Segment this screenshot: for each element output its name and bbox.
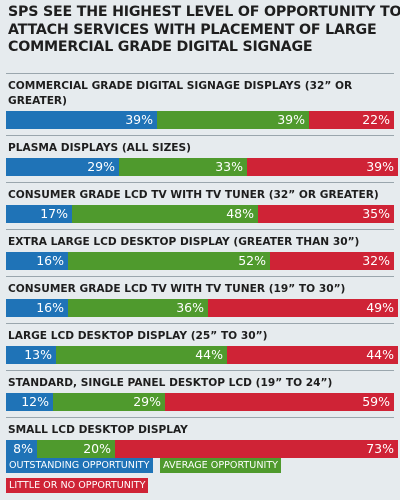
row-divider <box>6 323 394 324</box>
data-label: 39% <box>366 159 394 174</box>
data-label: 59% <box>362 394 390 409</box>
bar-segment <box>68 299 208 317</box>
bar-segment <box>6 393 53 411</box>
stacked-bar: 39% 39% 22% <box>6 111 394 129</box>
chart-title-line: SPS SEE THE HIGHEST LEVEL OF OPPORTUNITY… <box>8 4 400 20</box>
stacked-bar: 16% 36% 49% <box>6 299 398 317</box>
row-label: CONSUMER GRADE LCD TV WITH TV TUNER (19”… <box>8 282 345 297</box>
bar-segment <box>208 299 398 317</box>
row-label-line: EXTRA LARGE LCD DESKTOP DISPLAY (GREATER… <box>8 236 360 248</box>
data-label: 29% <box>133 394 161 409</box>
data-label: 33% <box>215 159 243 174</box>
data-label: 17% <box>40 206 68 221</box>
bar-segment <box>37 440 115 458</box>
bar-segment <box>6 205 72 223</box>
data-label: 52% <box>238 253 266 268</box>
bar-segment <box>56 346 227 364</box>
data-label: 29% <box>87 159 115 174</box>
row-divider <box>6 370 394 371</box>
data-label: 73% <box>366 441 394 456</box>
bar-segment <box>68 252 270 270</box>
row-label: SMALL LCD DESKTOP DISPLAY <box>8 423 188 438</box>
data-label: 44% <box>366 347 394 362</box>
data-label: 20% <box>83 441 111 456</box>
chart-title: SPS SEE THE HIGHEST LEVEL OF OPPORTUNITY… <box>8 4 400 57</box>
row-label-line: CONSUMER GRADE LCD TV WITH TV TUNER (19”… <box>8 283 346 295</box>
bar-segment <box>6 252 68 270</box>
row-label-line: CONSUMER GRADE LCD TV WITH TV TUNER (32”… <box>8 189 379 201</box>
stacked-bar: 12% 29% 59% <box>6 393 394 411</box>
row-label-line: GREATER) <box>8 95 67 107</box>
data-label: 48% <box>226 206 254 221</box>
row-divider <box>6 73 394 74</box>
legend-item: AVERAGE OPPORTUNITY <box>160 458 282 473</box>
legend-item: OUTSTANDING OPPORTUNITY <box>6 458 153 473</box>
row-divider <box>6 182 394 183</box>
bar-segment <box>227 346 398 364</box>
row-label: LARGE LCD DESKTOP DISPLAY (25” TO 30”) <box>8 329 267 344</box>
bar-segment <box>6 440 37 458</box>
row-label: COMMERCIAL GRADE DIGITAL SIGNAGE DISPLAY… <box>8 79 352 109</box>
bar-segment <box>157 111 309 129</box>
chart-title-line: COMMERCIAL GRADE DIGITAL SIGNAGE <box>8 39 313 55</box>
bar-segment <box>6 346 56 364</box>
data-label: 35% <box>362 206 390 221</box>
bar-segment <box>53 393 165 411</box>
stacked-bar: 17% 48% 35% <box>6 205 394 223</box>
bar-segment <box>6 158 119 176</box>
bar-segment <box>247 158 398 176</box>
data-label: 32% <box>362 253 390 268</box>
bar-segment <box>6 299 68 317</box>
row-label: EXTRA LARGE LCD DESKTOP DISPLAY (GREATER… <box>8 235 359 250</box>
row-label: STANDARD, SINGLE PANEL DESKTOP LCD (19” … <box>8 376 332 391</box>
data-label: 44% <box>195 347 223 362</box>
bar-segment <box>309 111 394 129</box>
row-divider <box>6 135 394 136</box>
data-label: 13% <box>24 347 52 362</box>
row-divider <box>6 276 394 277</box>
row-label-line: STANDARD, SINGLE PANEL DESKTOP LCD (19” … <box>8 377 333 389</box>
row-label-line: COMMERCIAL GRADE DIGITAL SIGNAGE DISPLAY… <box>8 80 353 92</box>
chart-title-line: ATTACH SERVICES WITH PLACEMENT OF LARGE <box>8 21 377 38</box>
data-label: 12% <box>21 394 49 409</box>
row-label: PLASMA DISPLAYS (ALL SIZES) <box>8 141 191 156</box>
data-label: 39% <box>125 112 153 127</box>
stacked-bar: 13% 44% 44% <box>6 346 398 364</box>
data-label: 22% <box>362 112 390 127</box>
data-label: 39% <box>277 112 305 127</box>
bar-segment <box>270 252 394 270</box>
stacked-bar: 8% 20% 73% <box>6 440 398 458</box>
row-divider <box>6 229 394 230</box>
bar-segment <box>258 205 394 223</box>
data-label: 49% <box>366 300 394 315</box>
data-label: 8% <box>13 441 33 456</box>
row-label-line: LARGE LCD DESKTOP DISPLAY (25” TO 30”) <box>8 330 268 342</box>
bar-segment <box>72 205 258 223</box>
row-label-line: SMALL LCD DESKTOP DISPLAY <box>8 424 188 436</box>
legend-item: LITTLE OR NO OPPORTUNITY <box>6 478 149 493</box>
data-label: 36% <box>176 300 204 315</box>
bar-segment <box>119 158 247 176</box>
stacked-bar: 29% 33% 39% <box>6 158 398 176</box>
row-label: CONSUMER GRADE LCD TV WITH TV TUNER (32”… <box>8 188 379 203</box>
data-label: 16% <box>36 300 64 315</box>
stacked-bar: 16% 52% 32% <box>6 252 394 270</box>
bar-segment <box>6 111 157 129</box>
row-label-line: PLASMA DISPLAYS (ALL SIZES) <box>8 142 192 154</box>
row-divider <box>6 417 394 418</box>
data-label: 16% <box>36 253 64 268</box>
bar-segment <box>165 393 394 411</box>
bar-segment <box>115 440 398 458</box>
